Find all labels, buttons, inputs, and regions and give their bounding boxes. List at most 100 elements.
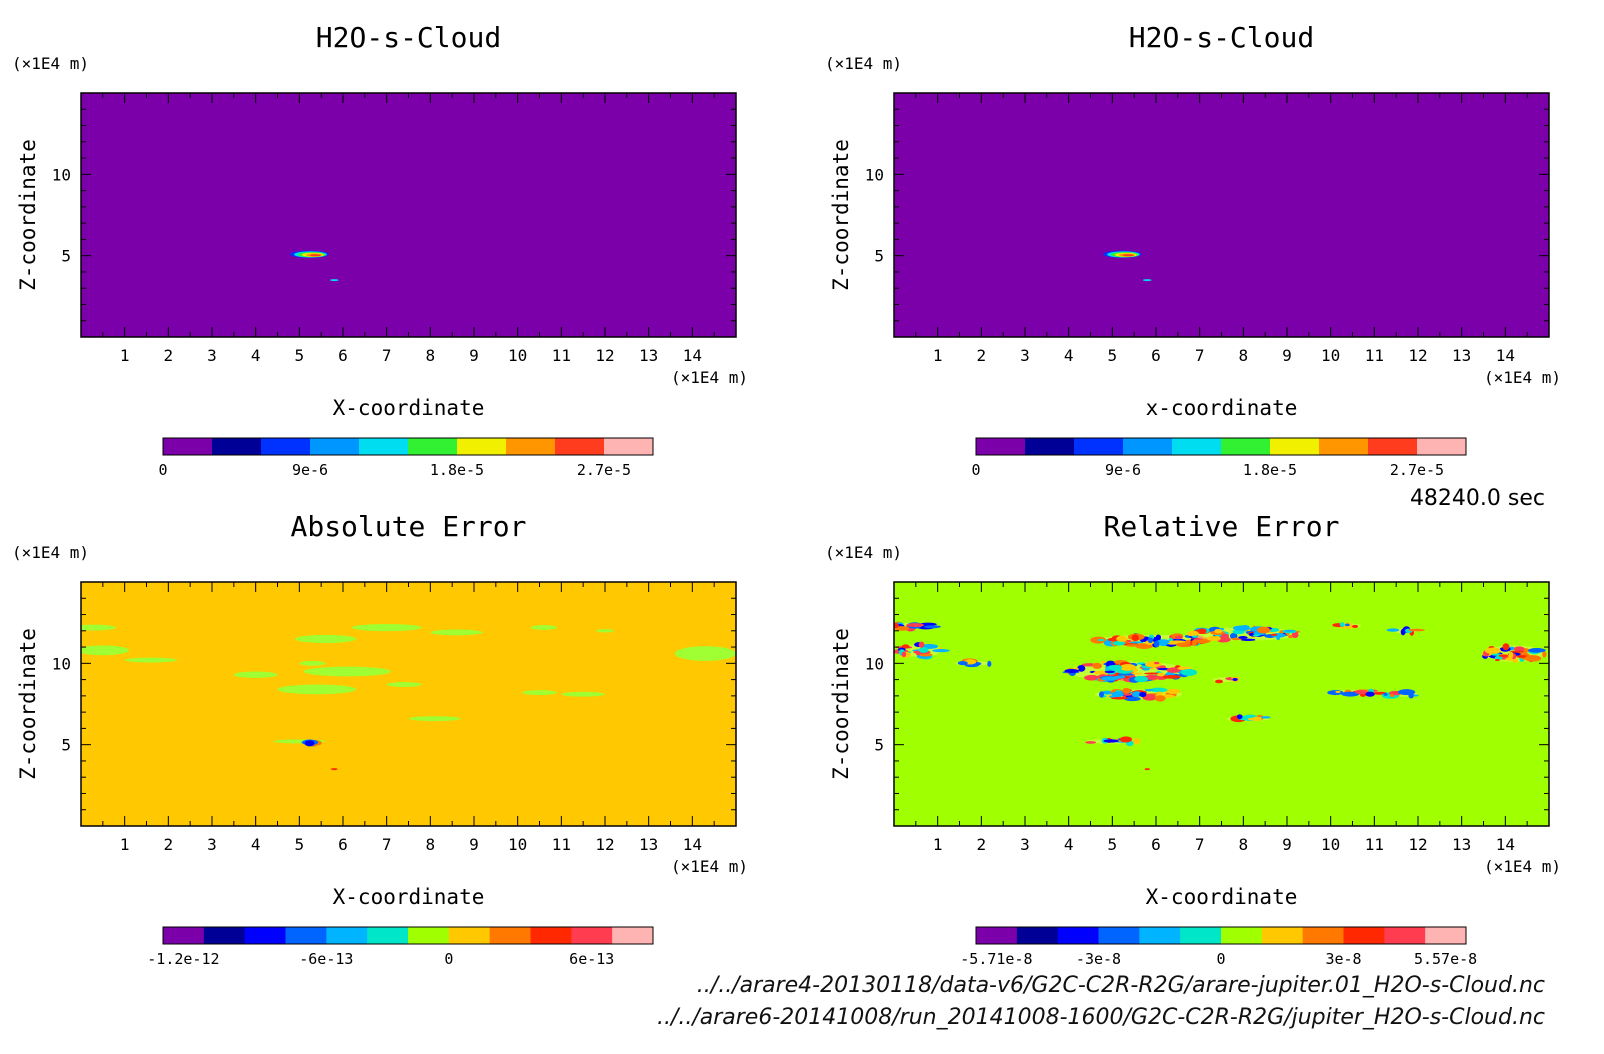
error-contour bbox=[1168, 640, 1186, 643]
x-unit-label: (×1E4 m) bbox=[1484, 368, 1561, 387]
error-patch bbox=[522, 690, 557, 696]
colorbar-segment bbox=[408, 438, 458, 455]
error-contour bbox=[304, 740, 315, 747]
error-contour bbox=[1156, 672, 1165, 677]
x-tick-label: 11 bbox=[1365, 835, 1384, 854]
error-contour bbox=[1131, 672, 1143, 675]
chart-panel-1: H2O-s-Cloud(×1E4 m)1 2 3 4 5 6 7 8 9 10 11 12 13 1451… bbox=[12, 21, 748, 479]
error-contour bbox=[1238, 636, 1248, 639]
colorbar-segment bbox=[1368, 438, 1418, 455]
error-contour bbox=[1180, 668, 1198, 676]
error-contour bbox=[1119, 736, 1133, 743]
colorbar-frame bbox=[975, 926, 1467, 945]
x-tick-label: 1 bbox=[933, 346, 943, 365]
error-contour bbox=[1133, 738, 1141, 745]
error-contour bbox=[918, 647, 929, 653]
x-axis-label: x-coordinate bbox=[1146, 396, 1298, 420]
plot-background bbox=[81, 93, 736, 337]
error-contour bbox=[1116, 635, 1128, 642]
error-contour bbox=[1494, 658, 1500, 662]
x-tick-label: 13 bbox=[1452, 835, 1471, 854]
error-contour bbox=[1365, 691, 1375, 697]
error-contour bbox=[1185, 639, 1192, 645]
error-contour bbox=[1145, 661, 1162, 668]
error-patch bbox=[1144, 768, 1150, 771]
error-contour bbox=[1352, 624, 1359, 628]
chart-panel-2: H2O-s-Cloud(×1E4 m)1 2 3 4 5 6 7 8 9 10 11 12 13 1451… bbox=[825, 21, 1561, 479]
error-contour bbox=[1111, 697, 1128, 700]
error-contour bbox=[1147, 637, 1154, 644]
x-tick-label: 12 bbox=[595, 835, 614, 854]
error-patch bbox=[329, 279, 339, 282]
error-contour bbox=[1187, 630, 1200, 637]
x-tick-label: 5 bbox=[295, 835, 305, 854]
error-contour bbox=[1345, 623, 1350, 627]
x-tick-label: 3 bbox=[1020, 346, 1030, 365]
error-contour bbox=[1484, 647, 1502, 654]
colorbar-segment bbox=[604, 438, 654, 455]
error-patch bbox=[561, 691, 606, 697]
error-contour bbox=[1100, 676, 1119, 681]
colorbar-tick-label: 5.57e-8 bbox=[1414, 950, 1477, 968]
error-patch bbox=[530, 625, 557, 630]
x-tick-label: 3 bbox=[207, 346, 217, 365]
x-tick-label: 14 bbox=[1496, 346, 1515, 365]
colorbar-segment bbox=[1098, 927, 1140, 944]
x-tick-label: 6 bbox=[338, 835, 348, 854]
x-tick-label: 7 bbox=[1195, 346, 1205, 365]
x-tick-label: 5 bbox=[1108, 835, 1118, 854]
x-unit-label: (×1E4 m) bbox=[671, 857, 748, 876]
x-tick-label: 11 bbox=[552, 835, 571, 854]
error-contour bbox=[1513, 646, 1525, 652]
x-tick-label: 14 bbox=[1496, 835, 1515, 854]
error-contour bbox=[1236, 714, 1243, 720]
colorbar-segment bbox=[310, 438, 360, 455]
error-contour bbox=[1099, 691, 1104, 698]
x-tick-label: 4 bbox=[251, 346, 261, 365]
error-patch bbox=[294, 634, 357, 644]
colorbar-segment bbox=[408, 927, 450, 944]
colorbar-segment bbox=[1123, 438, 1173, 455]
error-contour bbox=[1527, 648, 1546, 653]
x-unit-label: (×1E4 m) bbox=[671, 368, 748, 387]
error-contour bbox=[1213, 636, 1221, 641]
y-axis-label: Z-coordinate bbox=[829, 628, 853, 780]
error-contour bbox=[1408, 628, 1425, 632]
field-features bbox=[894, 621, 1547, 771]
error-contour bbox=[1291, 631, 1299, 639]
error-contour bbox=[1085, 741, 1097, 744]
error-contour bbox=[1191, 639, 1197, 646]
x-tick-label: 3 bbox=[207, 835, 217, 854]
error-contour bbox=[1153, 661, 1160, 665]
y-tick-label: 5 bbox=[874, 247, 884, 266]
x-tick-label: 10 bbox=[1321, 346, 1340, 365]
error-patch bbox=[124, 657, 178, 663]
error-contour bbox=[1156, 691, 1164, 695]
x-tick-label: 7 bbox=[1195, 835, 1205, 854]
x-tick-label: 2 bbox=[977, 346, 987, 365]
error-contour bbox=[1165, 644, 1177, 647]
colorbar-tick-label: 2.7e-5 bbox=[577, 461, 631, 479]
chart-title: H2O-s-Cloud bbox=[1129, 21, 1314, 54]
y-tick-label: 10 bbox=[52, 654, 71, 673]
colorbar-frame bbox=[162, 926, 654, 945]
chart-title: H2O-s-Cloud bbox=[316, 21, 501, 54]
error-contour bbox=[1119, 663, 1136, 671]
colorbar-segment bbox=[555, 438, 605, 455]
plot-background bbox=[81, 582, 736, 826]
colorbar-segment bbox=[1074, 438, 1124, 455]
colorbar-segment bbox=[489, 927, 531, 944]
error-patch bbox=[430, 629, 483, 636]
colorbar-segment bbox=[203, 927, 246, 944]
error-patch bbox=[277, 684, 357, 695]
panels: H2O-s-Cloud(×1E4 m)1 2 3 4 5 6 7 8 9 10 11 12 13 1451… bbox=[12, 21, 1561, 968]
colorbar-segment bbox=[1025, 438, 1075, 455]
error-contour bbox=[1287, 635, 1294, 639]
error-contour bbox=[1142, 694, 1158, 701]
colorbar: 0 9e-6 1.8e-5 2.7e-5 bbox=[158, 437, 654, 479]
y-unit-label: (×1E4 m) bbox=[12, 54, 89, 73]
error-contour bbox=[1220, 633, 1229, 639]
error-contour bbox=[1097, 638, 1105, 642]
colorbar: 0 9e-6 1.8e-5 2.7e-5 bbox=[971, 437, 1467, 479]
error-contour bbox=[1252, 634, 1260, 637]
